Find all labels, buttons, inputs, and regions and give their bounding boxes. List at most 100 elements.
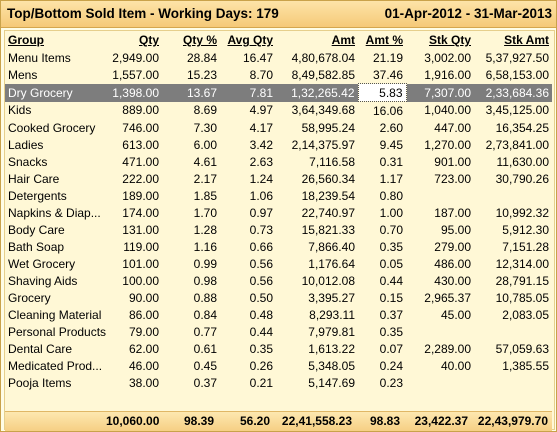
cell-stk-qty: 486.00 — [434, 256, 471, 271]
cell-group: Cleaning Material — [8, 307, 102, 322]
table-row[interactable]: Medicated Prod... 46.00 0.45 0.26 5,348.05 0.… — [5, 357, 552, 374]
cell-qty: 62.00 — [128, 341, 159, 356]
cell-stk-amt: 10,785.05 — [495, 290, 549, 305]
cell-avg-qty: 1.06 — [249, 188, 273, 203]
cell-avg-qty: 7.81 — [220, 83, 276, 102]
cell-avg-qty: 0.26 — [249, 358, 273, 373]
table-row[interactable]: Wet Grocery 101.00 0.99 0.56 1,176.64 0.05 486… — [5, 255, 552, 272]
cell-avg-qty: 0.66 — [249, 239, 273, 254]
cell-amt: 3,64,349.68 — [291, 103, 355, 118]
total-amt: 22,41,558.23 — [281, 414, 352, 428]
col-header-amt-pct[interactable]: Amt % — [365, 33, 403, 47]
cell-stk-qty: 1,040.00 — [424, 103, 471, 118]
cell-stk-amt — [474, 187, 552, 204]
date-range: 01-Apr-2012 - 31-Mar-2013 — [384, 6, 552, 21]
cell-amt: 3,395.27 — [308, 290, 355, 305]
cell-stk-amt: 5,912.30 — [502, 222, 549, 237]
table-row[interactable]: Grocery 90.00 0.88 0.50 3,395.27 0.15 2,965.37… — [5, 289, 552, 306]
cell-qty-pct: 1.28 — [193, 222, 217, 237]
cell-amt: 18,239.54 — [301, 188, 355, 203]
cell-qty-pct: 1.70 — [193, 205, 217, 220]
cell-stk-amt: 5,37,927.50 — [485, 50, 549, 65]
cell-stk-amt: 28,791.15 — [495, 273, 549, 288]
cell-qty-pct: 1.16 — [193, 239, 217, 254]
cell-group: Hair Care — [8, 171, 60, 186]
cell-amt-pct: 0.70 — [379, 222, 403, 237]
table-row[interactable]: Detergents 189.00 1.85 1.06 18,239.54 0.80 — [5, 187, 552, 204]
cell-avg-qty: 0.56 — [249, 256, 273, 271]
table-row[interactable]: Kids 889.00 8.69 4.97 3,64,349.68 16.06 1,040.… — [5, 102, 552, 120]
total-amt-pct: 98.83 — [369, 414, 400, 428]
cell-avg-qty: 3.42 — [249, 137, 273, 152]
cell-stk-qty: 3,002.00 — [424, 50, 471, 65]
col-header-amt[interactable]: Amt — [331, 33, 355, 47]
cell-qty: 79.00 — [128, 324, 159, 339]
cell-stk-qty: 279.00 — [434, 239, 471, 254]
header-row: Group Qty Qty % Avg Qty Amt Amt % Stk Qt… — [5, 31, 552, 49]
table-row[interactable]: Hair Care 222.00 2.17 1.24 26,560.34 1.17 723.… — [5, 170, 552, 187]
total-stk-amt: 22,43,979.70 — [477, 414, 548, 428]
cell-amt: 58,995.24 — [301, 120, 355, 135]
cell-amt-pct: 1.17 — [379, 171, 403, 186]
table-row[interactable]: Ladies 613.00 6.00 3.42 2,14,375.97 9.45 1,270… — [5, 136, 552, 153]
table-row[interactable]: Mens 1,557.00 15.23 8.70 8,49,582.85 37.46 1,9… — [5, 66, 552, 84]
cell-group: Personal Products — [8, 324, 106, 339]
cell-amt: 4,80,678.04 — [291, 50, 355, 65]
cell-stk-qty: 2,289.00 — [424, 341, 471, 356]
cell-stk-qty — [406, 374, 474, 391]
cell-stk-qty: 187.00 — [434, 205, 471, 220]
cell-qty-pct: 6.00 — [193, 137, 217, 152]
cell-qty-pct: 0.88 — [193, 290, 217, 305]
table-row[interactable]: Dental Care 62.00 0.61 0.35 1,613.22 0.07 2,28… — [5, 340, 552, 357]
cell-qty: 189.00 — [122, 188, 159, 203]
cell-qty: 86.00 — [128, 307, 159, 322]
cell-stk-amt: 2,73,841.00 — [485, 137, 549, 152]
cell-avg-qty: 0.50 — [249, 290, 273, 305]
cell-group: Dry Grocery — [5, 83, 106, 102]
cell-group: Wet Grocery — [8, 256, 76, 271]
total-qty-pct: 98.39 — [183, 414, 214, 428]
col-header-stk-amt[interactable]: Stk Amt — [504, 33, 549, 47]
col-header-group[interactable]: Group — [8, 33, 44, 47]
cell-amt-pct: 0.24 — [379, 358, 403, 373]
col-header-qty[interactable]: Qty — [138, 33, 159, 47]
cell-group: Mens — [8, 67, 38, 82]
cell-avg-qty: 8.70 — [249, 67, 273, 82]
cell-amt: 8,293.11 — [309, 307, 355, 322]
table-row[interactable]: Cooked Grocery 746.00 7.30 4.17 58,995.24 2.6… — [5, 119, 552, 136]
cell-stk-qty: 901.00 — [434, 154, 471, 169]
table-row[interactable]: Personal Products 79.00 0.77 0.44 7,979.81 0.… — [5, 323, 552, 340]
cell-stk-qty: 7,307.00 — [406, 83, 474, 102]
table-row[interactable]: Cleaning Material 86.00 0.84 0.48 8,293.11 0.… — [5, 306, 552, 323]
table-row[interactable]: Dry Grocery 1,398.00 13.67 7.81 1,32,265.42 5… — [5, 83, 552, 102]
cell-group: Shaving Aids — [8, 273, 78, 288]
cell-qty-pct: 0.61 — [193, 341, 217, 356]
table-row[interactable]: Pooja Items 38.00 0.37 0.21 5,147.69 0.23 — [5, 374, 552, 391]
table-row[interactable]: Menu Items 2,949.00 28.84 16.47 4,80,678.04 2… — [5, 49, 552, 66]
table-row[interactable]: Napkins & Diap... 174.00 1.70 0.97 22,740.97… — [5, 204, 552, 221]
cell-amt-pct: 0.23 — [379, 375, 403, 390]
cell-amt-pct: 0.15 — [379, 290, 403, 305]
table-row[interactable]: Snacks 471.00 4.61 2.63 7,116.58 0.31 901.00 11… — [5, 153, 552, 170]
cell-amt-pct: 9.45 — [379, 137, 403, 152]
table-row[interactable]: Body Care 131.00 1.28 0.73 15,821.33 0.70 95.0… — [5, 221, 552, 238]
cell-amt-pct: 5.83 — [357, 83, 407, 102]
cell-stk-amt: 12,314.00 — [495, 256, 549, 271]
cell-qty-pct: 8.69 — [193, 103, 217, 118]
cell-qty: 471.00 — [122, 154, 159, 169]
cell-group: Bath Soap — [8, 239, 65, 254]
cell-stk-amt: 7,151.28 — [502, 239, 549, 254]
col-header-avg-qty[interactable]: Avg Qty — [227, 33, 273, 47]
col-header-qty-pct[interactable]: Qty % — [182, 33, 217, 47]
totals-bar: 10,060.00 98.39 56.20 22,41,558.23 98.83… — [5, 411, 552, 431]
cell-avg-qty: 1.24 — [249, 171, 273, 186]
cell-stk-amt: 16,354.25 — [495, 120, 549, 135]
table-row[interactable]: Bath Soap 119.00 1.16 0.66 7,866.40 0.35 279.0… — [5, 238, 552, 255]
cell-group: Snacks — [8, 154, 48, 169]
cell-qty: 1,557.00 — [112, 67, 159, 82]
cell-avg-qty: 0.21 — [249, 375, 273, 390]
col-header-stk-qty[interactable]: Stk Qty — [428, 33, 471, 47]
cell-amt: 8,49,582.85 — [291, 67, 355, 82]
cell-qty-pct: 0.98 — [193, 273, 217, 288]
table-row[interactable]: Shaving Aids 100.00 0.98 0.56 10,012.08 0.44 4… — [5, 272, 552, 289]
